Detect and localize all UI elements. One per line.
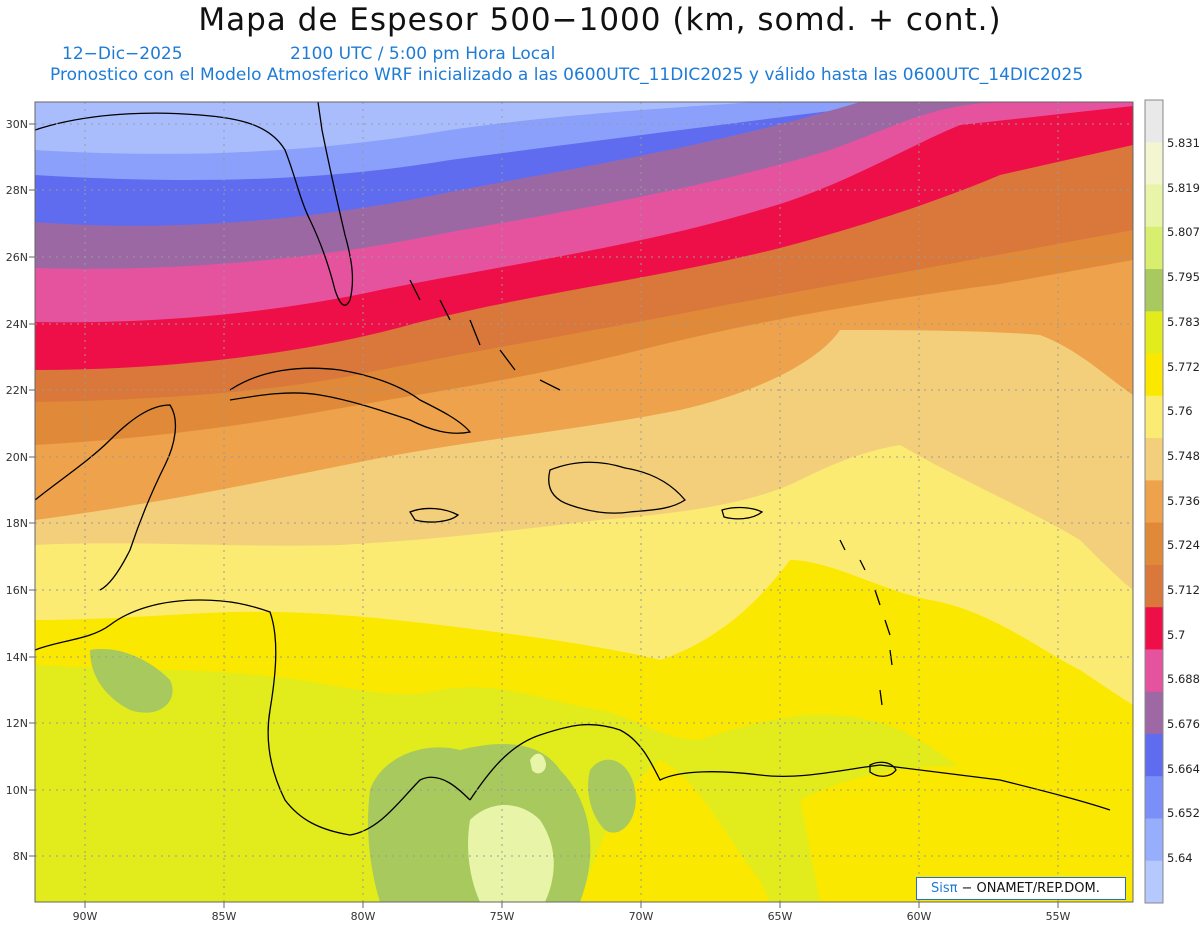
colorbar-label: 5.736 bbox=[1167, 494, 1200, 508]
colorbar-label: 5.76 bbox=[1167, 404, 1193, 418]
band-5.772-se bbox=[800, 766, 1133, 902]
colorbar-frame bbox=[1144, 99, 1164, 904]
lon-label: 85W bbox=[212, 910, 237, 923]
model-description: Pronostico con el Modelo Atmosferico WRF… bbox=[50, 65, 1084, 85]
colorbar-label: 5.64 bbox=[1167, 851, 1193, 865]
central-america-coast bbox=[35, 599, 471, 836]
forecast-date: 12−Dic−2025 bbox=[62, 44, 183, 64]
colorbar-label: 5.652 bbox=[1167, 806, 1200, 820]
colorbar-label: 5.831 bbox=[1167, 136, 1200, 150]
colorbar-swatch bbox=[1145, 100, 1163, 143]
gridlines bbox=[35, 102, 1133, 902]
lat-label: 8N bbox=[13, 850, 28, 863]
map-title: Mapa de Espesor 500−1000 (km, somd. + co… bbox=[198, 2, 1002, 38]
colorbar-swatch bbox=[1145, 184, 1163, 228]
lat-label: 26N bbox=[6, 251, 28, 264]
lat-label: 12N bbox=[6, 717, 28, 730]
lesser-antilles bbox=[839, 539, 893, 706]
colorbar-swatch bbox=[1145, 142, 1163, 186]
puerto-rico-coast bbox=[721, 506, 764, 520]
band-5.807-small bbox=[530, 753, 546, 774]
colorbar-swatch bbox=[1145, 480, 1163, 524]
colorbar-label: 5.783 bbox=[1167, 315, 1200, 329]
lat-label: 18N bbox=[6, 517, 28, 530]
lat-label: 16N bbox=[6, 584, 28, 597]
colorbar-label: 5.676 bbox=[1167, 717, 1200, 731]
lat-label: 20N bbox=[6, 451, 28, 464]
colorbar-swatch bbox=[1145, 607, 1163, 650]
colorbar-label: 5.7 bbox=[1167, 628, 1185, 642]
colorbar-swatch bbox=[1145, 353, 1163, 397]
lat-label: 10N bbox=[6, 784, 28, 797]
colorbar-label: 5.664 bbox=[1167, 762, 1200, 776]
colorbar-label: 5.724 bbox=[1167, 538, 1200, 552]
colorbar-label: 5.688 bbox=[1167, 672, 1200, 686]
credit-org: − ONAMET/REP.DOM. bbox=[961, 881, 1100, 896]
colorbar-labels: 5.831 5.819 5.807 5.795 5.783 5.772 5.76… bbox=[1167, 136, 1200, 865]
lat-label: 24N bbox=[6, 318, 28, 331]
bahamas-coast bbox=[409, 279, 561, 391]
colorbar-swatch bbox=[1145, 522, 1163, 566]
lat-label: 14N bbox=[6, 651, 28, 664]
colorbar-swatch bbox=[1145, 860, 1163, 904]
map-frame bbox=[34, 101, 1134, 903]
lat-ticks bbox=[29, 123, 1059, 908]
band-5.795-central-america bbox=[90, 649, 173, 713]
colorbar-swatch bbox=[1145, 311, 1163, 355]
lat-label: 30N bbox=[6, 118, 28, 131]
sispi-logo: Sisπ bbox=[931, 881, 958, 896]
trinidad-coast bbox=[869, 761, 897, 777]
lat-label: 22N bbox=[6, 384, 28, 397]
yucatan-coast bbox=[35, 404, 177, 591]
lon-label: 90W bbox=[73, 910, 98, 923]
credit-box: Sisπ − ONAMET/REP.DOM. bbox=[916, 877, 1126, 900]
florida-coast bbox=[35, 102, 354, 306]
colorbar-swatch bbox=[1145, 438, 1163, 481]
colorbar-swatch bbox=[1145, 818, 1163, 862]
colorbar-label: 5.807 bbox=[1167, 225, 1200, 239]
colorbar-label: 5.748 bbox=[1167, 449, 1200, 463]
colorbar-label: 5.712 bbox=[1167, 583, 1200, 597]
colorbar-label: 5.795 bbox=[1167, 270, 1200, 284]
hispaniola-coast bbox=[548, 461, 686, 514]
colorbar-swatch bbox=[1145, 269, 1163, 312]
colorbar-label: 5.819 bbox=[1167, 181, 1200, 195]
lon-label: 65W bbox=[768, 910, 793, 923]
band-5.807 bbox=[468, 805, 554, 902]
lat-axis: 30N 28N 26N 24N 22N 20N 18N 16N 14N 12N … bbox=[6, 118, 28, 863]
colorbar-swatch bbox=[1145, 776, 1163, 819]
forecast-time: 2100 UTC / 5:00 pm Hora Local bbox=[290, 44, 556, 64]
lon-label: 70W bbox=[629, 910, 654, 923]
colorbar-label: 5.772 bbox=[1167, 360, 1200, 374]
colorbar-swatch bbox=[1145, 395, 1163, 439]
colorbar-swatch bbox=[1145, 691, 1163, 735]
lon-label: 80W bbox=[351, 910, 376, 923]
lon-axis: 90W 85W 80W 75W 70W 65W 60W 55W bbox=[73, 910, 1071, 923]
lon-label: 55W bbox=[1046, 910, 1071, 923]
jamaica-coast bbox=[409, 507, 460, 523]
colorbar-swatch bbox=[1145, 564, 1163, 608]
colorbar-swatch bbox=[1145, 649, 1163, 693]
cuba-coast bbox=[229, 367, 472, 434]
lon-label: 75W bbox=[490, 910, 515, 923]
lat-label: 28N bbox=[6, 184, 28, 197]
band-5.795-colombia bbox=[588, 759, 636, 833]
coastlines bbox=[35, 102, 1111, 836]
thickness-bands bbox=[35, 102, 1133, 902]
colorbar-swatch bbox=[1145, 226, 1163, 270]
lon-label: 60W bbox=[907, 910, 932, 923]
colorbar-swatch bbox=[1145, 733, 1163, 777]
colorbar bbox=[1144, 99, 1164, 904]
south-america-coast bbox=[469, 723, 1111, 811]
